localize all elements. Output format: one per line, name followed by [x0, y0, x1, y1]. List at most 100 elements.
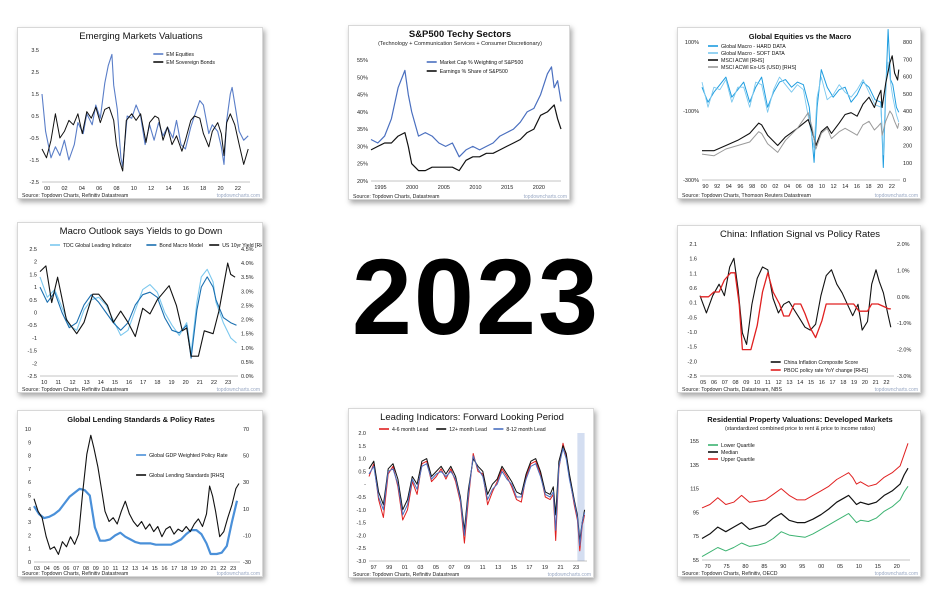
series-line-1 [39, 276, 237, 359]
y-tick-label: 4 [28, 507, 31, 513]
x-tick-label: 06 [711, 380, 717, 386]
x-tick-label: 02 [61, 186, 67, 192]
x-tick-label: 18 [865, 184, 871, 190]
chart-title: Leading Indicators: Forward Looking Peri… [380, 412, 564, 423]
chart-title: S&P500 Techy Sectors [409, 29, 511, 40]
legend-label: TDC Global Leading Indicator [63, 243, 132, 249]
y-tick-label: -0.5 [688, 315, 697, 321]
x-tick-label: 22 [883, 380, 889, 386]
y-right-tick-label: 2.0% [897, 242, 910, 248]
series-line-0 [41, 53, 249, 168]
y-right-tick-label: 4.0% [241, 261, 254, 267]
y-tick-label: 155 [690, 439, 699, 445]
x-tick-label: 94 [726, 184, 732, 190]
x-tick-label: 97 [371, 565, 377, 571]
x-tick-label: 11 [765, 380, 771, 386]
x-tick-label: 21 [210, 566, 216, 572]
x-tick-label: 18 [200, 186, 206, 192]
x-tick-label: 19 [191, 566, 197, 572]
x-tick-label: 07 [722, 380, 728, 386]
x-tick-label: 08 [113, 186, 119, 192]
x-tick-label: 05 [700, 380, 706, 386]
y-right-tick-label: 0.5% [241, 360, 254, 366]
y-tick-label: -0.5 [28, 323, 37, 329]
x-tick-label: 23 [225, 380, 231, 386]
x-tick-label: 12 [148, 186, 154, 192]
x-tick-label: 2010 [469, 185, 481, 191]
chart-source: Source: Topdown Charts, Thomson Reuters … [682, 193, 811, 199]
x-tick-label: 23 [573, 565, 579, 571]
legend-label: 4-6 month Lead [392, 427, 428, 433]
y-tick-label: 2.1 [689, 242, 697, 248]
y-tick-label: 1.0 [358, 457, 366, 463]
x-tick-label: 10 [103, 566, 109, 572]
x-tick-label: 17 [526, 565, 532, 571]
y-tick-label: 1.1 [689, 271, 697, 277]
chart-card-rp: Residential Property Valuations: Develop… [677, 410, 921, 577]
chart-title: Residential Property Valuations: Develop… [707, 415, 892, 424]
x-tick-label: 12 [122, 566, 128, 572]
legend-label: EM Equities [166, 52, 194, 58]
series-line-2 [39, 262, 236, 357]
y-tick-label: -1.0 [688, 330, 697, 336]
series-line-0 [370, 66, 562, 158]
x-tick-label: 12 [831, 184, 837, 190]
y-tick-label: -300% [683, 178, 699, 184]
chart-subtitle: (standardized combined price to rent & p… [725, 426, 875, 432]
x-tick-label: 02 [772, 184, 778, 190]
x-tick-label: 20 [201, 566, 207, 572]
chart-source: Source: Topdown Charts, Refinitiv Datast… [22, 193, 128, 199]
y-tick-label: 135 [690, 463, 699, 469]
series-line-1 [701, 467, 909, 540]
y-right-tick-label: 2.5% [241, 303, 254, 309]
y-tick-label: 1.5 [31, 92, 39, 98]
x-tick-label: 13 [132, 566, 138, 572]
x-tick-label: 90 [702, 184, 708, 190]
chart-svg-ge: Global Equities vs the Macro 100% -100% -30… [682, 29, 918, 199]
x-tick-label: 15 [152, 566, 158, 572]
x-tick-label: 04 [784, 184, 790, 190]
chart-card-cn: China: Inflation Signal vs Policy Rates 2… [677, 225, 921, 393]
x-tick-label: 14 [797, 380, 803, 386]
chart-title: Global Equities vs the Macro [749, 32, 852, 41]
y-tick-label: 40% [357, 110, 368, 116]
y-right-tick-label: 1.0% [897, 268, 910, 274]
x-tick-label: 21 [873, 380, 879, 386]
y-right-tick-label: 400 [903, 109, 912, 115]
chart-card-li: Leading Indicators: Forward Looking Peri… [348, 408, 594, 578]
y-tick-label: -1.5 [28, 349, 37, 355]
forward-period-shade [577, 433, 585, 561]
series-line-0 [33, 487, 239, 556]
x-tick-label: 14 [842, 184, 848, 190]
chart-card-sp: S&P500 Techy Sectors (Technology + Commun… [348, 25, 570, 200]
x-tick-label: 70 [705, 564, 711, 570]
y-tick-label: 9 [28, 440, 31, 446]
x-tick-label: 20 [183, 380, 189, 386]
y-tick-label: -0.5 [357, 495, 366, 501]
legend-label: EM Sovereign Bonds [166, 60, 215, 66]
x-tick-label: 75 [724, 564, 730, 570]
chart-card-gl: Global Lending Standards & Policy Rates 1… [17, 410, 263, 577]
y-tick-label: 0.5 [358, 469, 366, 475]
y-tick-label: -2.5 [30, 180, 39, 186]
y-tick-label: -2 [32, 361, 37, 367]
x-tick-label: 17 [171, 566, 177, 572]
x-tick-label: 10 [41, 380, 47, 386]
x-tick-label: 80 [742, 564, 748, 570]
x-tick-label: 00 [44, 186, 50, 192]
y-tick-label: -2.5 [357, 546, 366, 552]
legend-label: 8-12 month Lead [506, 427, 545, 433]
y-tick-label: 75 [693, 534, 699, 540]
y-tick-label: 0.1 [689, 301, 697, 307]
legend-label: Bond Macro Model [159, 243, 203, 249]
x-tick-label: 19 [168, 380, 174, 386]
y-tick-label: 100% [685, 40, 699, 46]
y-tick-label: 45% [357, 93, 368, 99]
series-line-2 [702, 55, 900, 152]
y-tick-label: 1.5 [29, 272, 37, 278]
x-tick-label: 85 [761, 564, 767, 570]
legend-label: Lower Quartile [721, 443, 755, 449]
x-tick-label: 00 [818, 564, 824, 570]
x-tick-label: 12 [776, 380, 782, 386]
x-tick-label: 20 [877, 184, 883, 190]
